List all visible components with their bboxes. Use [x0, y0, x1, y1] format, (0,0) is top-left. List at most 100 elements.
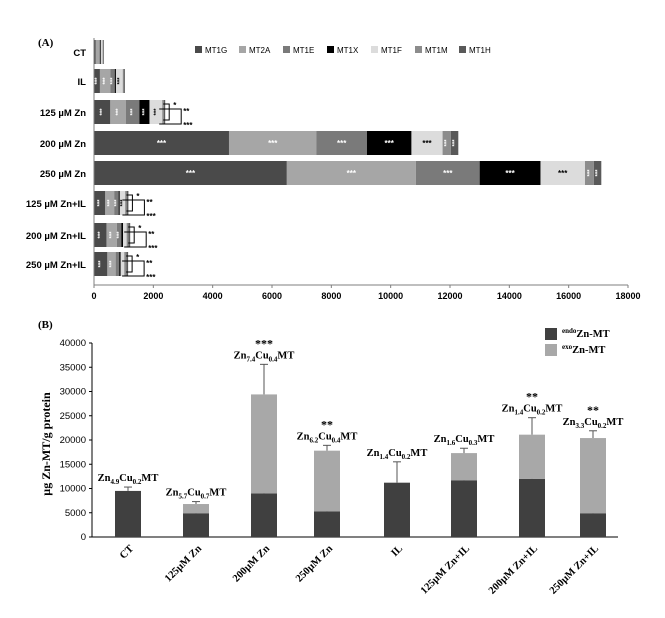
significance-mark: ***	[347, 169, 357, 178]
significance-bracket	[122, 199, 145, 216]
stacked-bar-segment	[120, 252, 125, 276]
stoichiometry-element: Cu	[119, 473, 133, 484]
stoichiometry-element: Zn	[367, 448, 380, 459]
stoichiometry-subscript: 0.2	[402, 453, 411, 461]
x-tick-label: 8000	[321, 291, 341, 301]
category-label: 125 µM Zn+IL	[26, 199, 86, 210]
x-tick-label: 18000	[615, 291, 640, 301]
y-tick-label: 15000	[60, 459, 86, 470]
stoichiometry-subscript: 1.6	[446, 439, 455, 447]
significance-mark: ***	[108, 199, 114, 207]
stoichiometry-element: MT	[340, 431, 357, 442]
stacked-bar-segment	[316, 131, 367, 155]
significance-mark: ***	[110, 231, 116, 239]
x-category-label: 250µM Zn	[294, 543, 335, 584]
stacked-bar-segment	[451, 480, 477, 537]
stoichiometry-element: Zn	[166, 488, 179, 499]
y-tick-label: 35000	[60, 362, 86, 373]
stacked-bar-segment	[149, 100, 163, 124]
stacked-bar-segment	[479, 161, 541, 185]
significance-bracket	[128, 226, 135, 244]
panel-a-x-axis: 0 2000 4000 6000 8000 10000 12000 14000 16000 180…	[91, 38, 641, 301]
stoichiometry-element: Zn	[297, 431, 310, 442]
stacked-bar-segment	[122, 69, 124, 93]
stoichiometry-subscript: 1.4	[514, 409, 523, 417]
y-tick-label: 40000	[60, 338, 86, 349]
stoichiometry-label: Zn5.7Cu0.7MT	[166, 488, 227, 501]
y-tick-label: 30000	[60, 387, 86, 398]
significance-mark: ***	[422, 139, 432, 148]
stacked-bar-segment	[94, 191, 106, 215]
bracket-significance: **	[148, 230, 155, 239]
legend-label: MT1H	[469, 46, 491, 55]
stacked-bar-segment	[124, 252, 127, 276]
stoichiometry-subscript: 0.2	[598, 422, 607, 430]
stoichiometry-formula: Zn1.6Cu0.3MT	[434, 434, 495, 447]
stoichiometry-element: Cu	[523, 404, 537, 415]
x-tick-label: 4000	[203, 291, 223, 301]
stoichiometry-element: Cu	[584, 417, 598, 428]
significance-mark: ***	[186, 169, 196, 178]
bracket-significance: **	[146, 259, 153, 268]
stacked-bar-segment	[110, 100, 126, 124]
significance-bracket	[122, 260, 145, 277]
panel-b-label: (B)	[38, 319, 53, 331]
y-tick-label: 25000	[60, 411, 86, 422]
stacked-bar-segment	[164, 100, 166, 124]
y-tick-label: 0	[81, 532, 86, 543]
x-category-label: 200µM Zn+IL	[487, 543, 540, 596]
x-category-label: IL	[389, 543, 405, 559]
stacked-bar-segment	[125, 191, 127, 215]
stoichiometry-subscript: 0.2	[133, 478, 142, 486]
legend-label: MT1M	[425, 46, 448, 55]
stoichiometry-element: Zn	[434, 434, 447, 445]
stoichiometry-formula: Zn3.3Cu0.2MT	[563, 417, 624, 430]
stoichiometry-element: Zn	[563, 417, 576, 428]
stacked-bar-segment	[128, 223, 131, 247]
bracket-significance: **	[146, 198, 153, 207]
stacked-bar-segment	[123, 223, 127, 247]
stacked-bar-segment	[411, 131, 443, 155]
significance-bracket	[163, 103, 170, 121]
stoichiometry-label: Zn1.4Cu0.2MT	[367, 448, 428, 461]
legend-label: MT1G	[205, 46, 227, 55]
stoichiometry-subscript: 1.4	[379, 453, 388, 461]
significance-mark: ***	[98, 199, 104, 207]
stacked-bar-segment	[183, 504, 209, 514]
stacked-bar-segment	[139, 100, 150, 124]
stoichiometry-label: Zn4.9Cu0.2MT	[98, 473, 159, 486]
stacked-bar-segment	[94, 223, 107, 247]
stoichiometry-formula: Zn6.2Cu0.4MT	[297, 431, 358, 444]
stoichiometry-subscript: 3.3	[575, 422, 584, 430]
stacked-bar-segment	[584, 161, 594, 185]
stoichiometry-element: MT	[477, 434, 494, 445]
stoichiometry-subscript: 0.7	[201, 493, 210, 501]
stoichiometry-element: Zn	[234, 350, 247, 361]
x-category-label: 250µM Zn+IL	[548, 543, 601, 596]
significance-mark: ***	[117, 231, 123, 239]
legend-swatch	[415, 46, 422, 53]
x-category-label: 125µM Zn+IL	[419, 543, 472, 596]
stoichiometry-element: Cu	[318, 431, 332, 442]
category-label: 125 µM Zn	[40, 108, 86, 119]
panel-a-legend: MT1G MT2A MT1E MT1X MT1F MT1M MT1H	[195, 46, 491, 55]
bracket-significance: ***	[148, 244, 158, 253]
significance-mark: ***	[558, 169, 568, 178]
bracket-significance: *	[173, 101, 177, 110]
stacked-bar-segment	[99, 40, 101, 64]
stacked-bar-segment	[314, 511, 340, 537]
legend-label-main: Zn-MT	[572, 345, 605, 356]
legend-swatch	[371, 46, 378, 53]
stacked-bar-segment	[119, 191, 126, 215]
bracket-significance: *	[136, 192, 140, 201]
stoichiometry-label: Zn1.4Cu0.2MT	[502, 404, 563, 417]
category-label: 250 µM Zn+IL	[26, 260, 86, 271]
stoichiometry-element: MT	[606, 417, 623, 428]
stacked-bar-segment	[94, 100, 111, 124]
stoichiometry-element: Cu	[455, 434, 469, 445]
stoichiometry-subscript: 6.2	[309, 436, 318, 444]
significance-bracket	[126, 255, 133, 273]
